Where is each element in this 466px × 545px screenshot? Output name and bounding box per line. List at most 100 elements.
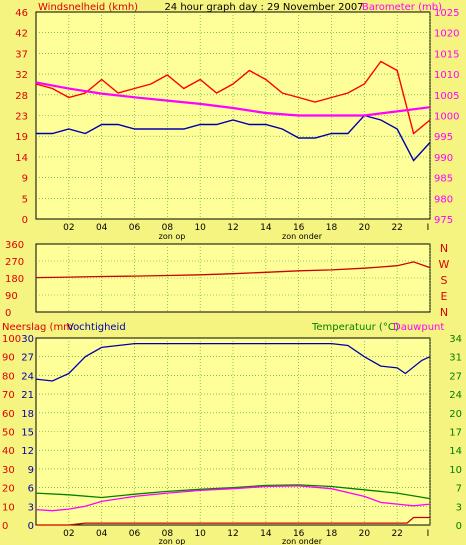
y-tick-label: 70 (2, 390, 15, 401)
compass-label-w: W (439, 258, 450, 271)
humidity-grid (36, 338, 431, 525)
y-tick-label: 10 (2, 502, 15, 513)
x-tick-label: 12 (227, 223, 238, 233)
sunset-label-bottom: zon onder (282, 537, 323, 545)
y-tick-label: 1000 (434, 112, 459, 123)
x-tick-label: 16 (293, 223, 305, 233)
y-tick-label: 21 (21, 390, 34, 401)
y-tick-label: 30 (21, 334, 34, 345)
x-tick-label: 14 (260, 529, 272, 539)
y-tick-label: 0 (5, 308, 11, 319)
x-tick-label: 04 (96, 223, 108, 233)
y-tick-label: 9 (28, 465, 34, 476)
y-tick-label: 0 (28, 521, 34, 532)
y-tick-label: 34 (449, 334, 462, 345)
sunrise-label-bottom: zon op (159, 537, 186, 545)
compass-label-n-top: N (440, 242, 448, 255)
x-tick-label: 20 (359, 529, 371, 539)
y-tick-label: 995 (434, 132, 453, 143)
barometer-axis-label: Barometer (mb) (362, 2, 442, 13)
x-tick-label: 04 (96, 529, 108, 539)
wind-barometer-panel: 02 04 06 08 10 12 14 16 18 20 22 I 0 5 9 14 19 23 28 32 37 4… (15, 2, 459, 241)
y-tick-label: 5 (22, 194, 28, 205)
wind-gust-line (35, 60, 431, 135)
y-tick-label: 14 (15, 153, 28, 164)
wind-series (35, 60, 431, 162)
x-tick-label: 10 (194, 223, 206, 233)
y-tick-label: 15 (21, 428, 34, 439)
x-tick-label: 22 (391, 223, 402, 233)
y-tick-label: 990 (434, 153, 453, 164)
humidity-series (35, 342, 431, 526)
temperature-line (35, 484, 431, 500)
wind-direction-panel: 0 90 180 270 360 N W S E N (5, 240, 450, 319)
y-tick-label: 0 (2, 521, 8, 532)
direction-series (35, 261, 431, 279)
y-tick-label: 0 (456, 521, 462, 532)
humidity-temperature-panel: 02 04 06 08 10 12 14 16 18 20 22 I 0102030405060708… (2, 322, 462, 545)
x-tick-label: 16 (293, 529, 305, 539)
y-tick-label: 30 (2, 465, 15, 476)
y-tick-label: 100 (2, 334, 21, 345)
y-tick-label: 27 (21, 353, 34, 364)
y-tick-label: 3 (28, 502, 34, 513)
x-tick-label: 02 (63, 223, 74, 233)
humidity-tick-labels: 0 10 20 30 40 50 60 70 80 90 100 (2, 334, 21, 532)
chart-title: 24 hour graph day : 29 November 2007 (164, 2, 363, 13)
y-tick-label: 1025 (434, 8, 459, 19)
direction-grid (36, 244, 431, 312)
x-tick-label: 06 (129, 223, 141, 233)
direction-tick-labels: 0 90 180 270 360 (5, 240, 24, 319)
y-tick-label: 24 (21, 371, 34, 382)
x-tick-label: 10 (194, 529, 206, 539)
y-tick-label: 37 (15, 49, 28, 60)
y-tick-label: 180 (5, 274, 24, 285)
x-tick-label: 14 (260, 223, 272, 233)
y-tick-label: 27 (449, 371, 462, 382)
y-tick-label: 975 (434, 215, 453, 226)
rain-tick-labels: 0 3 6 9 12 15 18 21 24 27 30 (21, 334, 34, 532)
temperature-axis-label: Temperatuur (°C) (311, 322, 399, 333)
rain-axis-label: Neerslag (mm (2, 322, 73, 333)
dewpoint-line (35, 485, 431, 512)
x-tick-label: 02 (63, 529, 74, 539)
y-tick-label: 1010 (434, 70, 459, 81)
y-tick-label: 40 (2, 446, 15, 457)
y-tick-label: 20 (2, 484, 15, 495)
dewpoint-axis-label: Dauwpunt (393, 322, 444, 333)
y-tick-label: 20 (449, 409, 462, 420)
y-tick-label: 6 (28, 484, 34, 495)
y-tick-label: 32 (15, 70, 28, 81)
y-tick-label: 9 (22, 174, 28, 185)
x-tick-label: 08 (162, 529, 174, 539)
y-tick-label: 80 (2, 371, 15, 382)
temperature-tick-labels: 0 3 7 10 14 17 20 24 27 31 34 (449, 334, 462, 532)
y-tick-label: 23 (15, 112, 28, 123)
humidity-line (35, 342, 431, 382)
barometer-line (35, 81, 431, 117)
x-tick-label: 18 (326, 223, 338, 233)
y-tick-label: 42 (15, 29, 28, 40)
x-tick-label: 08 (162, 223, 174, 233)
y-tick-label: 28 (15, 91, 28, 102)
y-tick-label: 10 (449, 465, 462, 476)
y-tick-label: 270 (5, 257, 24, 268)
y-tick-label: 1015 (434, 49, 459, 60)
y-tick-label: 1005 (434, 91, 459, 102)
y-tick-label: 60 (2, 409, 15, 420)
y-tick-label: 985 (434, 174, 453, 185)
y-tick-label: 17 (449, 428, 462, 439)
y-tick-label: 7 (456, 484, 462, 495)
x-tick-label: 12 (227, 529, 238, 539)
y-tick-label: 31 (449, 353, 462, 364)
y-tick-label: 90 (2, 353, 15, 364)
y-tick-label: 46 (15, 8, 28, 19)
y-tick-label: 360 (5, 240, 24, 251)
wind-x-tick-labels: 02 04 06 08 10 12 14 16 18 20 22 I (63, 223, 429, 233)
rain-line (36, 516, 430, 526)
y-tick-label: 19 (15, 132, 28, 143)
x-tick-label: 20 (359, 223, 371, 233)
x-tick-label: I (427, 529, 430, 539)
compass-label-s: S (441, 274, 448, 287)
